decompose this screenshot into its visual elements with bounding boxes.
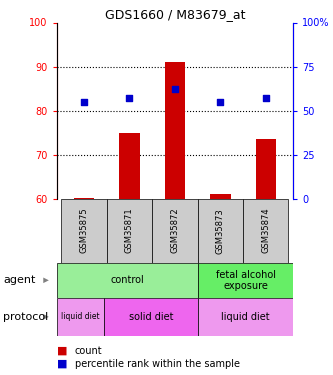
Bar	[165, 62, 185, 199]
Text: liquid diet: liquid diet	[61, 312, 100, 321]
FancyBboxPatch shape	[57, 262, 198, 298]
FancyBboxPatch shape	[243, 199, 288, 262]
Bar	[119, 133, 140, 199]
FancyBboxPatch shape	[104, 298, 198, 336]
FancyBboxPatch shape	[198, 262, 293, 298]
Text: control: control	[111, 275, 145, 285]
Text: count: count	[75, 346, 103, 355]
FancyBboxPatch shape	[57, 298, 104, 336]
Text: GSM35872: GSM35872	[170, 208, 179, 254]
Bar	[255, 139, 276, 199]
Text: protocol: protocol	[3, 312, 49, 322]
Text: GSM35871: GSM35871	[125, 208, 134, 254]
Bar	[210, 194, 230, 199]
Text: percentile rank within the sample: percentile rank within the sample	[75, 359, 240, 369]
Text: GSM35875: GSM35875	[79, 208, 88, 254]
Text: agent: agent	[3, 275, 36, 285]
FancyBboxPatch shape	[152, 199, 197, 262]
Text: GSM35874: GSM35874	[261, 208, 270, 254]
Point	[263, 95, 268, 101]
Text: ■: ■	[57, 346, 67, 355]
Point	[127, 95, 132, 101]
FancyBboxPatch shape	[107, 199, 152, 262]
Title: GDS1660 / M83679_at: GDS1660 / M83679_at	[105, 8, 245, 21]
Text: solid diet: solid diet	[129, 312, 173, 322]
Bar	[74, 198, 94, 199]
Text: ■: ■	[57, 359, 67, 369]
Text: fetal alcohol
exposure: fetal alcohol exposure	[216, 270, 276, 291]
FancyBboxPatch shape	[197, 199, 243, 262]
Text: GSM35873: GSM35873	[216, 208, 225, 254]
Text: liquid diet: liquid diet	[221, 312, 270, 322]
FancyBboxPatch shape	[61, 199, 107, 262]
FancyBboxPatch shape	[198, 298, 293, 336]
Point	[218, 99, 223, 105]
Point	[172, 87, 177, 93]
Point	[81, 99, 87, 105]
